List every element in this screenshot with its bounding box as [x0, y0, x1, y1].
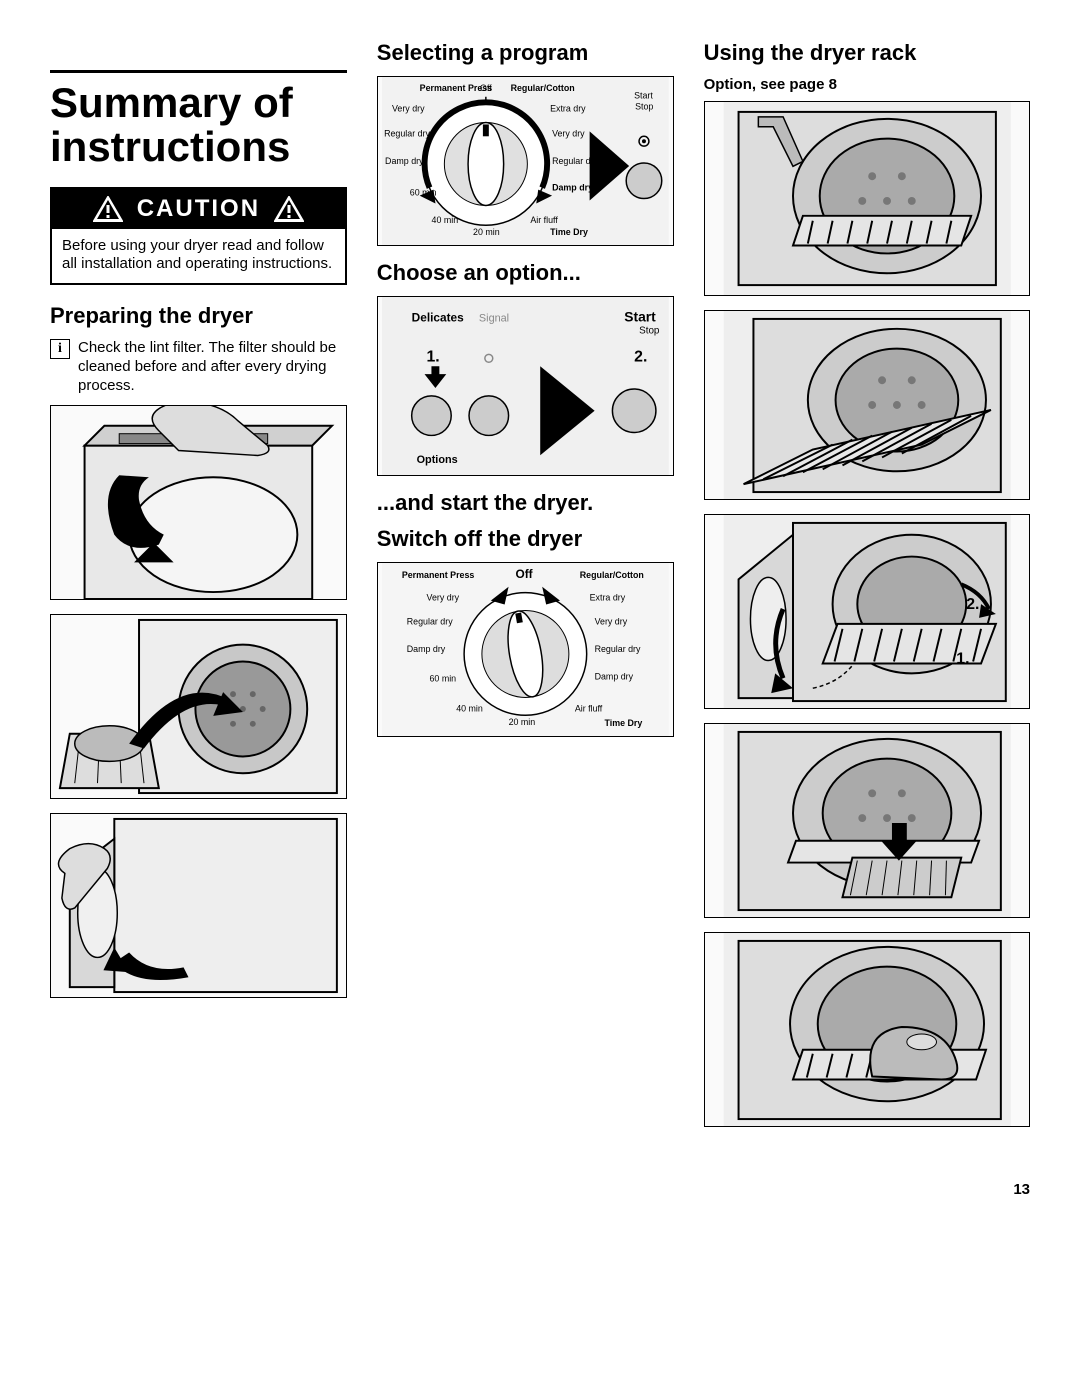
- svg-text:Off: Off: [480, 83, 492, 93]
- illustration-options-panel: Delicates Signal Start Stop 1. Options 2…: [377, 296, 674, 476]
- svg-text:Permanent Press: Permanent Press: [402, 570, 475, 580]
- svg-text:Extra dry: Extra dry: [589, 593, 625, 603]
- svg-text:Regular/Cotton: Regular/Cotton: [580, 570, 644, 580]
- warning-icon: [93, 196, 123, 222]
- heading-switch-off: Switch off the dryer: [377, 526, 674, 552]
- rack-subtitle: Option, see page 8: [704, 76, 1030, 93]
- caution-label: CAUTION: [137, 195, 260, 223]
- svg-text:Very dry: Very dry: [594, 616, 627, 626]
- svg-text:20 min: 20 min: [508, 717, 535, 727]
- svg-text:Damp dry: Damp dry: [385, 156, 424, 166]
- svg-text:Air fluff: Air fluff: [575, 703, 603, 713]
- svg-text:Start: Start: [634, 91, 653, 101]
- heading-preparing: Preparing the dryer: [50, 303, 347, 329]
- illustration-lint-filter: [50, 405, 347, 600]
- svg-text:60 min: 60 min: [429, 674, 456, 684]
- svg-text:20 min: 20 min: [473, 227, 500, 237]
- svg-text:2.: 2.: [966, 596, 979, 613]
- illustration-close-door: [50, 813, 347, 998]
- svg-text:60 min: 60 min: [410, 188, 437, 198]
- svg-text:Options: Options: [416, 454, 457, 466]
- illustration-rack-2: [704, 310, 1030, 500]
- svg-text:1.: 1.: [956, 650, 969, 667]
- svg-text:Damp dry: Damp dry: [407, 644, 446, 654]
- svg-text:Very dry: Very dry: [426, 593, 459, 603]
- illustration-rack-4: [704, 723, 1030, 918]
- svg-text:40 min: 40 min: [456, 703, 483, 713]
- svg-text:Damp dry: Damp dry: [552, 183, 593, 193]
- page-number: 13: [50, 1181, 1030, 1198]
- svg-text:40 min: 40 min: [431, 215, 458, 225]
- svg-text:Time Dry: Time Dry: [604, 718, 642, 728]
- svg-text:Damp dry: Damp dry: [594, 672, 633, 682]
- heading-start-dryer: ...and start the dryer.: [377, 490, 674, 516]
- svg-text:Regular dry: Regular dry: [594, 644, 640, 654]
- svg-text:Regular dry: Regular dry: [384, 128, 430, 138]
- heading-dryer-rack: Using the dryer rack: [704, 40, 1030, 66]
- illustration-load-laundry: [50, 614, 347, 799]
- page-title: Summary of instructions: [50, 70, 347, 169]
- svg-text:1.: 1.: [426, 348, 439, 365]
- caution-header: CAUTION: [52, 189, 345, 229]
- illustration-rack-1: [704, 101, 1030, 296]
- svg-text:Signal: Signal: [479, 313, 509, 325]
- illustration-program-dial: Permanent Press Off Regular/Cotton Very …: [377, 76, 674, 246]
- info-note: i Check the lint filter. The filter shou…: [50, 339, 347, 395]
- svg-text:Stop: Stop: [639, 326, 660, 337]
- svg-text:Time Dry: Time Dry: [550, 227, 588, 237]
- illustration-rack-3: 2. 1.: [704, 514, 1030, 709]
- illustration-switchoff-dial: Permanent Press Off Regular/Cotton Very …: [377, 562, 674, 737]
- svg-text:Off: Off: [515, 567, 532, 581]
- caution-text: Before using your dryer read and follow …: [52, 229, 345, 283]
- heading-selecting: Selecting a program: [377, 40, 674, 66]
- illustration-rack-5: [704, 932, 1030, 1127]
- svg-text:2.: 2.: [634, 348, 647, 365]
- svg-text:Extra dry: Extra dry: [550, 104, 586, 114]
- svg-text:Air fluff: Air fluff: [530, 215, 558, 225]
- svg-text:Very dry: Very dry: [392, 104, 425, 114]
- svg-text:Regular/Cotton: Regular/Cotton: [510, 83, 574, 93]
- warning-icon: [274, 196, 304, 222]
- svg-text:Very dry: Very dry: [552, 128, 585, 138]
- heading-choose-option: Choose an option...: [377, 260, 674, 286]
- svg-text:Delicates: Delicates: [411, 311, 463, 325]
- svg-text:Start: Start: [624, 309, 656, 325]
- info-text: Check the lint filter. The filter should…: [78, 339, 347, 395]
- info-icon: i: [50, 339, 70, 359]
- svg-text:Stop: Stop: [635, 102, 653, 112]
- svg-text:Regular dry: Regular dry: [407, 616, 453, 626]
- caution-box: CAUTION Before using your dryer read and…: [50, 187, 347, 285]
